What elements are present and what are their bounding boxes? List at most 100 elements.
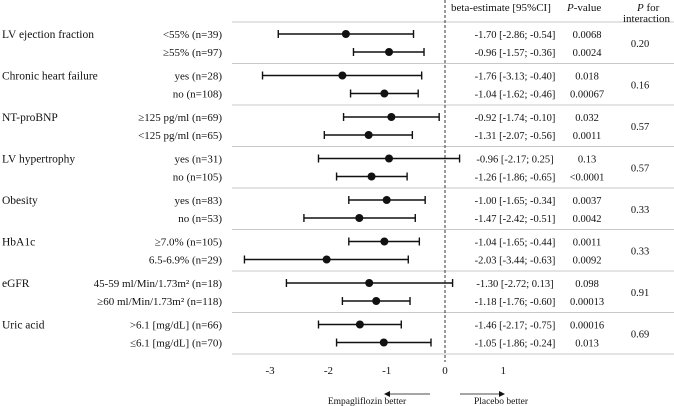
subgroup-label: ≥60 ml/Min/1.73m² (n=118) — [97, 296, 222, 308]
estimate-ci-label: -1.26 [-1.86; -0.65] — [475, 173, 556, 184]
estimate-ci-label: -1.47 [-2.42; -0.51] — [475, 214, 556, 225]
header-interaction-line2: interaction — [623, 13, 671, 25]
estimate-ci-label: -1.00 [-1.65; -0.34] — [475, 196, 556, 207]
p-interaction-value: 0.16 — [631, 80, 649, 91]
point-estimate — [322, 255, 331, 264]
subgroup-label: no (n=53) — [178, 213, 222, 225]
point-estimate — [355, 214, 364, 222]
p-interaction-value: 0.33 — [631, 246, 649, 257]
placebo-better-label: Placebo better — [474, 397, 529, 406]
left-arrow-head — [384, 391, 390, 397]
header-interaction-line1: P for — [636, 2, 660, 14]
point-estimate — [380, 89, 389, 98]
header-interaction-italic: P — [636, 2, 644, 14]
p-value-label: 0.0011 — [573, 238, 602, 249]
point-estimate — [379, 338, 388, 347]
x-tick-label: -1 — [382, 365, 391, 377]
subgroup-label: ≤6.1 [mg/dL] (n=70) — [130, 338, 222, 350]
point-estimate — [367, 172, 376, 181]
point-estimate — [372, 297, 381, 305]
estimate-ci-label: -1.04 [-1.62; -0.46] — [475, 90, 556, 101]
p-interaction-value: 0.20 — [631, 39, 649, 50]
estimate-ci-label: -1.46 [-2.17; -0.75] — [475, 321, 556, 332]
estimate-ci-label: -1.70 [-2.86; -0.54] — [475, 30, 556, 41]
p-interaction-value: 0.91 — [631, 288, 649, 299]
estimate-ci-label: -1.30 [-2.72; 0.13] — [476, 279, 553, 290]
estimate-ci-label: -1.18 [-1.76; -0.60] — [475, 297, 556, 308]
p-value-label: 0.0011 — [573, 131, 602, 142]
group-label: Uric acid — [2, 320, 45, 332]
p-value-label: 0.018 — [575, 72, 599, 83]
x-tick-label: 0 — [442, 365, 448, 377]
group-label: HbA1c — [2, 237, 35, 249]
x-tick-label: -3 — [266, 365, 276, 377]
p-value-label: 0.00016 — [570, 321, 604, 332]
p-value-label: 0.0024 — [573, 48, 603, 59]
header-pvalue-italic: P — [566, 2, 574, 14]
p-interaction-value: 0.57 — [631, 122, 649, 133]
direction-labels: Empagliflozin better Placebo better — [328, 391, 529, 406]
p-value-label: 0.0037 — [573, 196, 602, 207]
group-label: NT-proBNP — [2, 112, 58, 124]
x-tick-label: -2 — [324, 365, 333, 377]
estimate-marks — [243, 30, 461, 347]
estimate-ci-label: -1.04 [-1.65; -0.44] — [475, 238, 556, 249]
subgroup-label: <125 pg/ml (n=65) — [138, 130, 222, 142]
group-label: LV ejection fraction — [2, 29, 94, 41]
point-estimate — [385, 48, 394, 56]
point-estimate — [341, 30, 350, 38]
header-pvalue: P-value — [566, 2, 601, 14]
point-estimate — [364, 131, 373, 139]
table-text: LV ejection fraction 0.20 <55% (n=39) -1.70… — [2, 29, 649, 350]
p-value-label: 0.0068 — [573, 30, 602, 41]
subgroup-label: 6.5-6.9% (n=29) — [149, 255, 222, 267]
p-value-label: 0.00067 — [570, 90, 604, 101]
subgroup-label: yes (n=31) — [175, 154, 223, 166]
point-estimate — [385, 154, 394, 163]
group-label: eGFR — [2, 278, 30, 290]
estimate-ci-label: -0.92 [-1.74; -0.10] — [475, 113, 556, 124]
p-value-label: 0.013 — [575, 339, 599, 350]
p-interaction-value: 0.33 — [631, 205, 649, 216]
estimate-ci-label: -2.03 [-3.44; -0.63] — [475, 256, 556, 267]
header-pvalue-rest: -value — [574, 2, 602, 14]
subgroup-label: ≥125 pg/ml (n=69) — [138, 112, 222, 124]
subgroup-label: no (n=105) — [173, 172, 223, 184]
point-estimate — [382, 196, 391, 204]
x-axis: -3 -2 -1 0 1 — [266, 365, 507, 377]
p-value-label: 0.032 — [575, 113, 599, 124]
subgroup-label: yes (n=28) — [175, 71, 223, 83]
estimate-ci-label: -0.96 [-1.57; -0.36] — [475, 48, 556, 59]
x-tick-label: 1 — [501, 365, 507, 377]
p-interaction-value: 0.57 — [631, 163, 649, 174]
p-value-label: 0.13 — [578, 155, 596, 166]
p-value-label: <0.0001 — [570, 173, 605, 184]
point-estimate — [380, 237, 389, 246]
point-estimate — [387, 113, 396, 121]
subgroup-label: 45-59 ml/Min/1.73m² (n=18) — [94, 278, 223, 290]
group-label: LV hypertrophy — [2, 154, 75, 166]
header-estimate: beta-estimate [95%CI] — [451, 2, 551, 14]
estimate-ci-label: -0.96 [-2.17; 0.25] — [476, 155, 553, 166]
subgroup-label: ≥55% (n=97) — [163, 47, 222, 59]
p-value-label: 0.098 — [575, 279, 599, 290]
p-value-label: 0.0042 — [573, 214, 602, 225]
group-label: Obesity — [2, 195, 38, 207]
column-headers: beta-estimate [95%CI] P-value P for inte… — [451, 2, 671, 25]
estimate-ci-label: -1.05 [-1.86; -0.24] — [475, 339, 556, 350]
subgroup-label: ≥7.0% (n=105) — [155, 237, 223, 249]
header-interaction-rest: for — [644, 2, 660, 14]
group-label: Chronic heart failure — [2, 71, 98, 83]
subgroup-label: yes (n=83) — [175, 195, 223, 207]
subgroup-label: no (n=108) — [173, 89, 223, 101]
estimate-ci-label: -1.31 [-2.07; -0.56] — [475, 131, 556, 142]
empagliflozin-better-label: Empagliflozin better — [328, 396, 407, 406]
row-separators — [232, 21, 674, 355]
p-value-label: 0.00013 — [570, 297, 604, 308]
estimate-ci-label: -1.76 [-3.13; -0.40] — [475, 72, 556, 83]
subgroup-label: <55% (n=39) — [163, 29, 222, 41]
p-value-label: 0.0092 — [573, 256, 602, 267]
point-estimate — [355, 320, 364, 329]
right-arrow-head — [499, 391, 505, 397]
